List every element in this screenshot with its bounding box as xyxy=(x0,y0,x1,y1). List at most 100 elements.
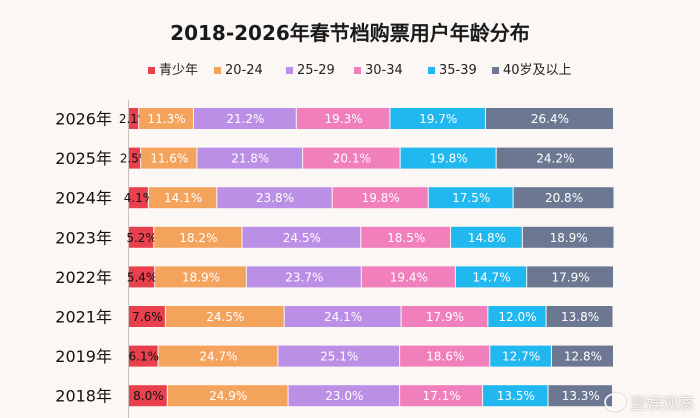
legend-swatch xyxy=(492,67,499,74)
bar-segment xyxy=(154,226,242,248)
bar-segment xyxy=(141,147,197,169)
legend: 青少年 20-24 25-29 30-34 35-39 40岁及以上 xyxy=(148,63,572,78)
bar-segment xyxy=(246,266,361,288)
legend-item: 25-29 xyxy=(286,63,335,78)
data-label: 26.4% xyxy=(531,112,569,126)
data-label: 11.6% xyxy=(150,152,188,166)
data-label: 5.2% xyxy=(126,231,157,245)
data-label: 21.2% xyxy=(226,112,264,126)
bar-segment xyxy=(197,147,303,169)
legend-item: 40岁及以上 xyxy=(492,63,572,78)
data-label: 11.3% xyxy=(148,112,186,126)
data-label: 24.5% xyxy=(206,310,244,324)
y-tick-label: 2021年 xyxy=(55,308,112,327)
data-label: 18.9% xyxy=(182,270,220,284)
data-label: 18.5% xyxy=(387,231,425,245)
legend-label: 40岁及以上 xyxy=(503,63,572,78)
y-tick-label: 2024年 xyxy=(55,189,112,208)
y-tick-label: 2022年 xyxy=(55,268,112,287)
data-label: 24.7% xyxy=(199,350,237,364)
bar-segment xyxy=(165,306,284,327)
data-label: 13.3% xyxy=(562,389,600,403)
bar-segment xyxy=(242,226,361,248)
bar-segment xyxy=(139,108,193,129)
data-label: 14.8% xyxy=(468,231,506,245)
bar-segment xyxy=(361,226,451,248)
watermark: 壹娱观察 xyxy=(603,390,694,414)
bar-segment xyxy=(522,226,614,248)
data-label: 17.1% xyxy=(423,389,461,403)
bar-segment xyxy=(278,345,400,367)
bar-segment xyxy=(428,187,513,209)
bar-segment xyxy=(527,266,613,288)
data-label: 13.8% xyxy=(561,310,599,324)
bar-segment xyxy=(490,345,551,367)
data-label: 20.1% xyxy=(333,152,371,166)
bar-segment xyxy=(148,187,217,209)
data-label: 19.8% xyxy=(362,191,400,205)
bar-segment xyxy=(288,385,400,407)
data-label: 18.6% xyxy=(426,350,464,364)
legend-swatch xyxy=(286,67,293,74)
bar-segment xyxy=(129,385,167,407)
data-label: 19.7% xyxy=(419,112,457,126)
bar-segment xyxy=(217,187,332,209)
data-label: 24.1% xyxy=(324,310,362,324)
watermark-logo-icon xyxy=(603,393,626,411)
data-label: 20.8% xyxy=(545,191,583,205)
data-label: 17.9% xyxy=(426,310,464,324)
bar-segment xyxy=(296,108,390,129)
bar-segment xyxy=(488,306,546,327)
data-label: 6.1% xyxy=(129,350,160,364)
bar-segment xyxy=(129,266,155,288)
data-label: 12.7% xyxy=(502,350,540,364)
data-label: 8.0% xyxy=(133,389,164,403)
legend-label: 25-29 xyxy=(297,63,335,78)
chart-title: 2018-2026年春节档购票用户年龄分布 xyxy=(170,21,530,45)
data-label: 19.4% xyxy=(390,270,428,284)
data-label: 24.5% xyxy=(283,231,321,245)
legend-label: 30-34 xyxy=(365,63,403,78)
data-label: 12.0% xyxy=(498,310,536,324)
bar-segment xyxy=(400,147,496,169)
bar-segment xyxy=(158,345,278,367)
y-tick-label: 2026年 xyxy=(55,110,112,129)
bar-segment xyxy=(551,345,613,367)
legend-swatch xyxy=(428,67,435,74)
bar-segment xyxy=(400,385,483,407)
y-tick-label: 2018年 xyxy=(55,387,112,406)
legend-swatch xyxy=(214,67,221,74)
bar-segment xyxy=(483,385,548,407)
bar-segment xyxy=(455,266,527,288)
data-label: 5.4% xyxy=(127,270,158,284)
data-label: 14.7% xyxy=(472,270,510,284)
data-label: 12.8% xyxy=(564,350,602,364)
data-label: 25.1% xyxy=(320,350,358,364)
bar-segment xyxy=(155,266,246,288)
data-label: 19.3% xyxy=(325,112,363,126)
y-tick-label: 2023年 xyxy=(55,228,112,247)
data-label: 24.2% xyxy=(536,152,574,166)
legend-label: 青少年 xyxy=(159,63,198,78)
data-label: 24.9% xyxy=(209,389,247,403)
legend-item: 青少年 xyxy=(148,63,198,78)
bar-segment xyxy=(401,306,488,327)
bar-segment xyxy=(451,226,522,248)
bar-segment xyxy=(129,108,139,129)
bar-segment xyxy=(129,187,148,209)
bar-segment xyxy=(496,147,613,169)
legend-swatch xyxy=(354,67,361,74)
data-label: 18.9% xyxy=(550,231,588,245)
data-label: 18.2% xyxy=(179,231,217,245)
data-label: 21.8% xyxy=(231,152,269,166)
bar-segment xyxy=(513,187,614,209)
legend-swatch xyxy=(148,67,155,74)
y-tick-label: 2019年 xyxy=(55,347,112,366)
plot-area: 2026年 2.1%11.3% 21.2% 19.3% 19.7% 26.4%2025年 2… xyxy=(55,100,614,418)
bar-segment xyxy=(167,385,288,407)
data-label: 23.0% xyxy=(325,389,363,403)
bar-segment xyxy=(129,306,165,327)
legend-item: 35-39 xyxy=(428,63,477,78)
bar-segment xyxy=(548,385,613,407)
bar-segment xyxy=(129,147,141,169)
